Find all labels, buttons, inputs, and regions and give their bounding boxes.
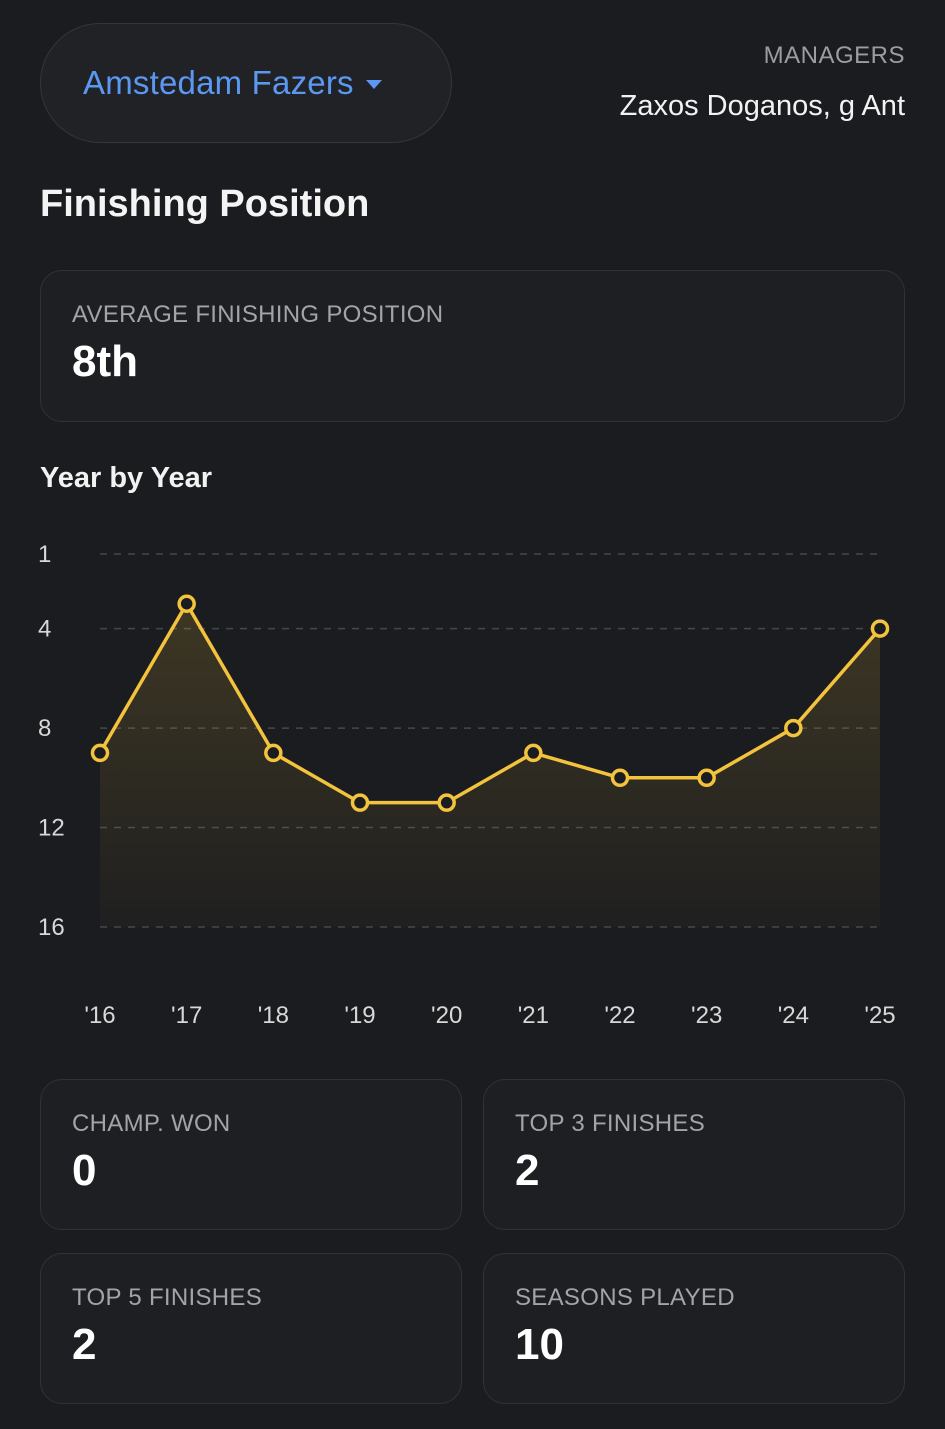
stat-label: TOP 3 FINISHES [515,1110,706,1137]
stat-label: TOP 5 FINISHES [72,1284,263,1311]
data-point [177,594,196,613]
series-line [98,601,882,805]
finishing-position-chart: 1 4 8 12 16 '16 '17 '18 '19 '20 '21 '22 '23 '24 '25 [38,541,896,1029]
average-position-value: 8th [72,337,138,386]
stat-card-seasons-played: SEASONS PLAYED 10 [483,1253,905,1404]
x-tick-label: '18 [258,1002,289,1029]
data-point [870,619,890,638]
stat-value: 2 [515,1146,540,1195]
data-point [524,743,543,763]
x-tick-label: '23 [691,1002,722,1029]
data-point [784,718,803,738]
average-position-card: AVERAGE FINISHING POSITION 8th [40,270,905,422]
stat-value: 0 [72,1146,97,1195]
y-tick-label: 16 [38,914,65,941]
x-tick-label: '17 [171,1002,202,1029]
stat-card-champ-won: CHAMP. WON 0 [40,1079,462,1230]
x-tick-label: '16 [84,1002,115,1029]
x-tick-label: '22 [604,1002,635,1029]
y-tick-label: 12 [38,815,65,842]
data-point [90,743,110,763]
stat-card-top3: TOP 3 FINISHES 2 [483,1079,905,1230]
team-name: Amstedam Fazers [83,64,354,101]
data-point [264,743,283,763]
section-title: Finishing Position [40,183,370,225]
x-tick-label: '24 [778,1002,809,1029]
managers-label: MANAGERS [763,42,905,69]
managers-names: Zaxos Doganos, g Ant [619,90,905,122]
x-tick-label: '19 [344,1002,375,1029]
caret-down-icon [365,80,382,89]
data-point [437,793,456,812]
stat-card-top5: TOP 5 FINISHES 2 [40,1253,462,1404]
data-point [610,768,630,788]
y-tick-label: 1 [38,541,51,568]
stat-label: SEASONS PLAYED [515,1284,735,1311]
stat-value: 2 [72,1320,97,1369]
team-dropdown[interactable]: Amstedam Fazers [40,23,452,143]
y-tick-label: 4 [38,616,51,643]
year-by-year-title: Year by Year [40,462,213,494]
average-position-label: AVERAGE FINISHING POSITION [72,301,444,328]
y-tick-label: 8 [38,715,51,742]
data-point [697,768,716,788]
x-tick-label: '21 [518,1002,549,1029]
stat-label: CHAMP. WON [72,1110,231,1137]
area-fill [100,603,880,927]
stat-value: 10 [515,1320,564,1369]
x-tick-label: '20 [431,1002,462,1029]
x-tick-label: '25 [864,1002,895,1029]
data-point [350,793,370,812]
